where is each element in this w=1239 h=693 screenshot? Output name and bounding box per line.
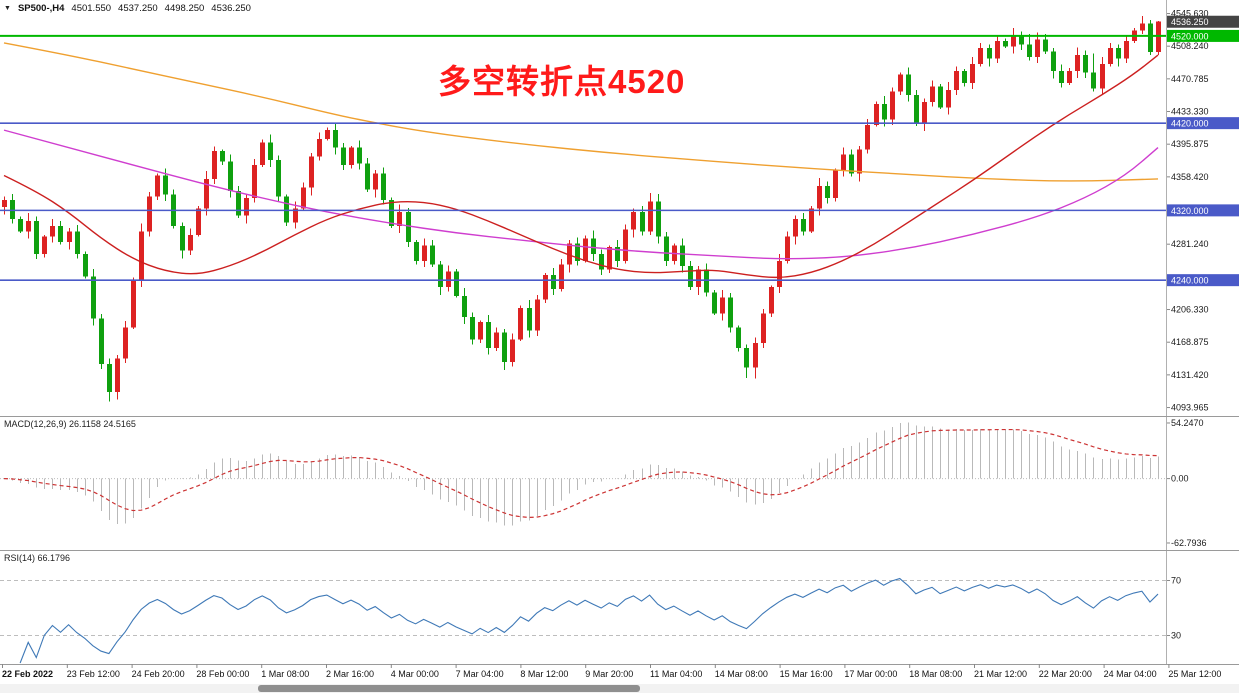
time-axis-label: 14 Mar 08:00	[714, 669, 768, 679]
rsi-label: RSI(14) 66.1796	[4, 553, 71, 563]
axis-label: 4420.000	[1171, 119, 1209, 129]
time-axis-label: 8 Mar 12:00	[520, 669, 569, 679]
time-axis-label: 22 Mar 20:00	[1038, 669, 1092, 679]
time-axis-label: 9 Mar 20:00	[585, 669, 634, 679]
price-level-tag-4320	[1167, 204, 1239, 217]
macd-signal-line	[3, 428, 1159, 519]
time-axis-label: 23 Feb 12:00	[66, 669, 120, 679]
axis-label: 30	[1171, 631, 1181, 641]
price-level-tag-4420	[1167, 117, 1239, 130]
candlestick-series	[2, 15, 1161, 402]
axis-label: 4433.330	[1171, 107, 1209, 117]
symbol-dropdown-arrow-icon[interactable]: ▼	[4, 5, 11, 12]
axis-label: -62.7936	[1171, 538, 1207, 548]
symbol-name: SP500-,H4	[17, 3, 65, 14]
annotation-text[interactable]: 多空转折点4520	[438, 63, 686, 100]
bar-low-value: 4498.250	[164, 3, 205, 14]
time-axis-label: 15 Mar 16:00	[779, 669, 833, 679]
time-axis-label: 28 Feb 00:00	[196, 669, 250, 679]
symbol-header: ▼ SP500-,H4 4501.550 4537.250 4498.250 4…	[4, 3, 251, 14]
current-price-tag	[1167, 15, 1239, 28]
axis-label: 0.00	[1171, 474, 1189, 484]
axis-label: 4093.965	[1171, 403, 1209, 413]
bar-open-value: 4501.550	[71, 3, 112, 14]
scrollbar-thumb[interactable]	[258, 685, 640, 692]
axis-label: 4281.240	[1171, 239, 1209, 249]
axis-label: 4545.630	[1171, 9, 1209, 19]
axis-label: 4520.000	[1171, 31, 1209, 41]
price-level-tag-4240	[1167, 274, 1239, 287]
time-axis-label: 25 Mar 12:00	[1168, 669, 1222, 679]
axis-label: 4240.000	[1171, 276, 1209, 286]
time-axis-label: 21 Mar 12:00	[974, 669, 1028, 679]
axis-label: 70	[1171, 576, 1181, 586]
horizontal-scrollbar[interactable]	[0, 684, 1239, 693]
axis-label: 4508.240	[1171, 41, 1209, 51]
price-level-tag-4520	[1167, 29, 1239, 42]
rsi-line	[19, 577, 1159, 664]
bar-close-value: 4536.250	[211, 3, 251, 14]
time-axis-label: 11 Mar 04:00	[650, 669, 703, 679]
ma-fast-red-line	[3, 54, 1159, 279]
time-axis-label: 18 Mar 08:00	[909, 669, 963, 679]
rsi-panel	[0, 577, 1166, 664]
time-axis-label: 17 Mar 00:00	[844, 669, 898, 679]
axis-label: 4320.000	[1171, 206, 1209, 216]
axis-label: 4131.420	[1171, 370, 1209, 380]
ma-slow-orange-line	[3, 42, 1159, 182]
ma-mid-magenta-line	[3, 129, 1159, 260]
time-axis-label: 1 Mar 08:00	[261, 669, 310, 679]
bar-high-value: 4537.250	[118, 3, 158, 14]
axis-label: 54.2470	[1171, 418, 1204, 428]
time-axis-label: 4 Mar 00:00	[390, 669, 439, 679]
axis-label: 4395.875	[1171, 139, 1209, 149]
axis-label: 4536.250	[1171, 17, 1209, 27]
time-axis-label: 24 Mar 04:00	[1103, 669, 1157, 679]
time-axis-label: 2 Mar 16:00	[326, 669, 375, 679]
time-axis: 22 Feb 2022 23 Feb 12:00 24 Feb 20:00 28 Fe…	[0, 669, 1239, 683]
macd-panel	[0, 422, 1166, 526]
axis-label: 4470.785	[1171, 74, 1209, 84]
time-axis-label: 7 Mar 04:00	[455, 669, 504, 679]
macd-label: MACD(12,26,9) 26.1158 24.5165	[4, 419, 136, 429]
axis-label: 4358.420	[1171, 172, 1209, 182]
axis-label: 4168.875	[1171, 337, 1209, 347]
time-axis-label: 24 Feb 20:00	[131, 669, 185, 679]
axis-label: 4206.330	[1171, 305, 1209, 315]
macd-histogram	[12, 422, 1159, 526]
time-axis-label: 22 Feb 2022	[2, 669, 54, 679]
